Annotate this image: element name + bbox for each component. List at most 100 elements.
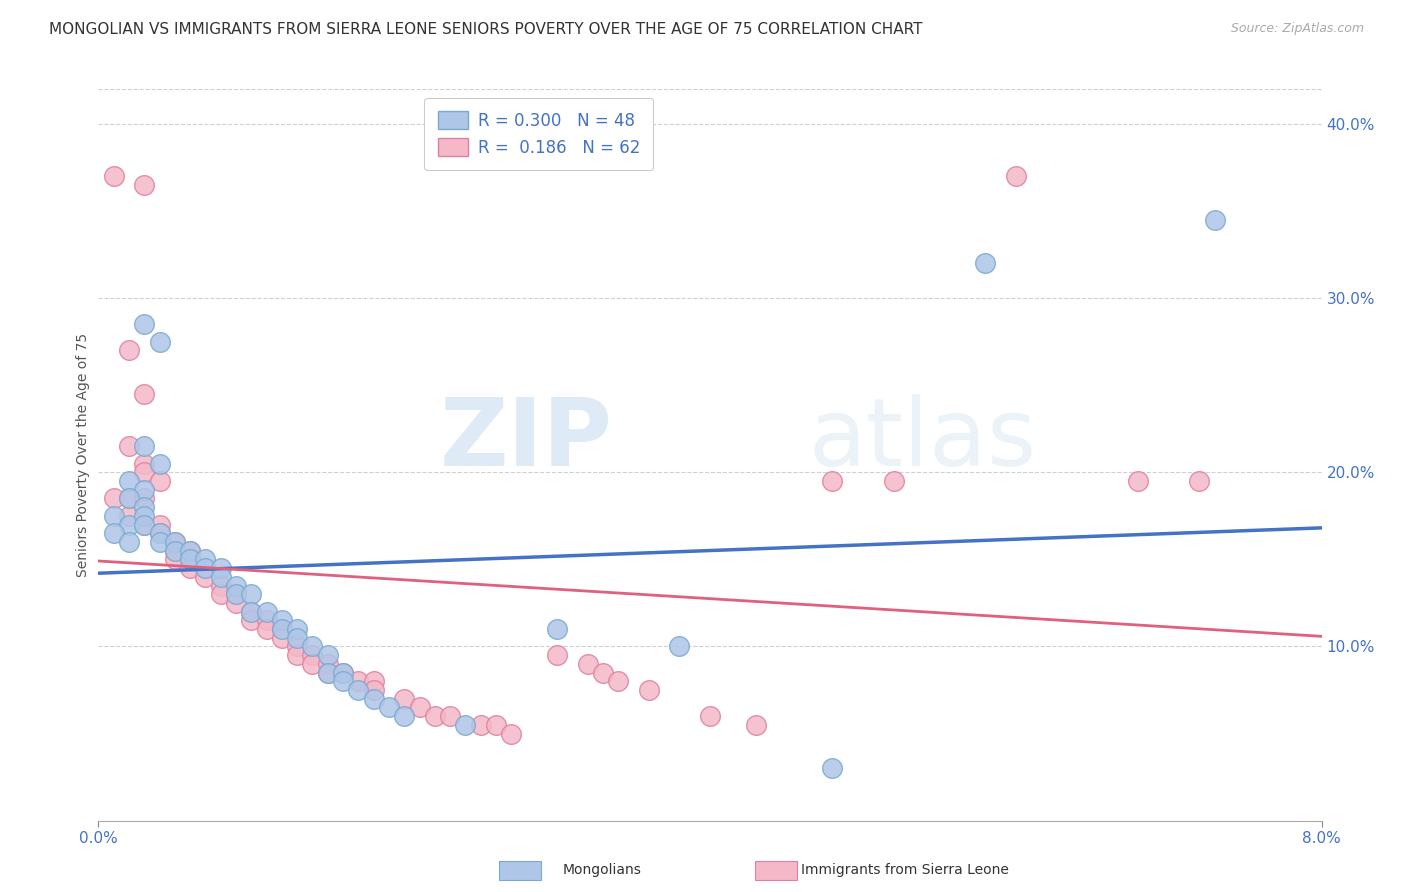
Point xyxy=(134,439,156,453)
Point xyxy=(607,674,630,689)
Point xyxy=(149,457,172,471)
Point xyxy=(745,718,768,732)
Point xyxy=(134,178,156,192)
Point xyxy=(501,726,523,740)
Legend: R = 0.300   N = 48, R =  0.186   N = 62: R = 0.300 N = 48, R = 0.186 N = 62 xyxy=(425,97,654,169)
Point xyxy=(209,570,232,584)
Point xyxy=(134,517,156,532)
Point xyxy=(668,640,690,654)
Text: atlas: atlas xyxy=(808,394,1036,486)
Point xyxy=(332,674,354,689)
Point xyxy=(546,622,568,636)
Point xyxy=(974,256,997,270)
Point xyxy=(332,665,354,680)
Point xyxy=(194,561,217,575)
Text: MONGOLIAN VS IMMIGRANTS FROM SIERRA LEONE SENIORS POVERTY OVER THE AGE OF 75 COR: MONGOLIAN VS IMMIGRANTS FROM SIERRA LEON… xyxy=(49,22,922,37)
Text: Immigrants from Sierra Leone: Immigrants from Sierra Leone xyxy=(801,863,1010,877)
Point xyxy=(637,683,661,698)
Point xyxy=(179,561,201,575)
Point xyxy=(134,466,156,480)
Point xyxy=(163,535,186,549)
Point xyxy=(163,552,186,566)
Point xyxy=(285,631,308,645)
Point xyxy=(209,561,232,575)
Point xyxy=(118,508,141,523)
Point xyxy=(363,691,385,706)
Point xyxy=(439,709,461,723)
Text: Mongolians: Mongolians xyxy=(562,863,641,877)
Point xyxy=(240,605,263,619)
Point xyxy=(316,665,339,680)
Point xyxy=(149,526,172,541)
Point xyxy=(118,535,141,549)
Point xyxy=(316,648,339,663)
Point xyxy=(592,665,614,680)
Point xyxy=(179,543,201,558)
Point xyxy=(454,718,477,732)
Point xyxy=(134,457,156,471)
Point xyxy=(470,718,492,732)
Point xyxy=(423,709,446,723)
Point xyxy=(149,474,172,488)
Point xyxy=(546,648,568,663)
Point xyxy=(118,517,141,532)
Point xyxy=(103,508,125,523)
Point xyxy=(392,691,416,706)
Point xyxy=(821,474,844,488)
Point xyxy=(149,526,172,541)
Point xyxy=(118,474,141,488)
Point xyxy=(1204,212,1226,227)
Point xyxy=(209,587,232,601)
Point xyxy=(134,517,156,532)
Point xyxy=(134,387,156,401)
Point xyxy=(179,543,201,558)
Point xyxy=(301,648,323,663)
Point xyxy=(118,491,141,506)
Text: ZIP: ZIP xyxy=(439,394,612,486)
Point xyxy=(240,605,263,619)
Point xyxy=(118,491,141,506)
Point xyxy=(134,500,156,515)
Point xyxy=(392,709,416,723)
Point xyxy=(347,683,370,698)
Point xyxy=(103,169,125,184)
Point xyxy=(270,622,294,636)
Point xyxy=(163,543,186,558)
Point xyxy=(316,657,339,671)
Point xyxy=(363,674,385,689)
Point xyxy=(118,343,141,358)
Point xyxy=(179,552,201,566)
Point xyxy=(285,648,308,663)
Point xyxy=(194,561,217,575)
Point xyxy=(821,761,844,775)
Point xyxy=(332,665,354,680)
Point xyxy=(316,665,339,680)
Point xyxy=(103,491,125,506)
Point xyxy=(378,700,401,714)
Point xyxy=(194,570,217,584)
Point xyxy=(576,657,599,671)
Point xyxy=(1188,474,1211,488)
Point xyxy=(240,587,263,601)
Point xyxy=(134,318,156,332)
Point xyxy=(270,631,294,645)
Point xyxy=(256,613,278,627)
Point xyxy=(285,640,308,654)
Point xyxy=(301,657,323,671)
Point xyxy=(118,439,141,453)
Point xyxy=(285,622,308,636)
Point xyxy=(149,535,172,549)
Point xyxy=(103,526,125,541)
Point xyxy=(363,683,385,698)
Point xyxy=(883,474,905,488)
Point xyxy=(225,596,247,610)
Point xyxy=(1004,169,1026,184)
Point xyxy=(225,587,247,601)
Text: Source: ZipAtlas.com: Source: ZipAtlas.com xyxy=(1230,22,1364,36)
Point xyxy=(209,578,232,592)
Point xyxy=(194,552,217,566)
Point xyxy=(1128,474,1150,488)
Point xyxy=(149,334,172,349)
Point xyxy=(149,517,172,532)
Point xyxy=(225,578,247,592)
